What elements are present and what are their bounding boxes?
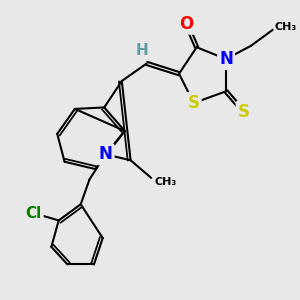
Text: CH₃: CH₃ (274, 22, 297, 32)
Text: Cl: Cl (26, 206, 42, 220)
Text: S: S (238, 103, 250, 121)
Text: S: S (188, 94, 200, 112)
Text: O: O (179, 15, 194, 33)
Text: CH₃: CH₃ (154, 177, 176, 187)
Text: N: N (99, 146, 112, 164)
Text: H: H (136, 43, 149, 58)
Text: N: N (219, 50, 233, 68)
